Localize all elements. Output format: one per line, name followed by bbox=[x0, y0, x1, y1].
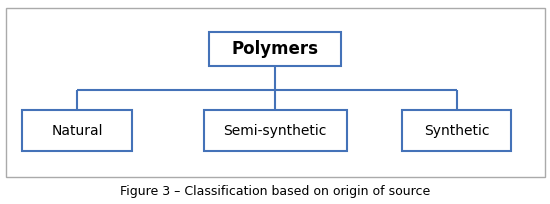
Text: Semi-synthetic: Semi-synthetic bbox=[223, 124, 327, 137]
Text: Synthetic: Synthetic bbox=[424, 124, 490, 137]
FancyBboxPatch shape bbox=[6, 8, 544, 177]
FancyBboxPatch shape bbox=[402, 110, 512, 151]
FancyBboxPatch shape bbox=[204, 110, 346, 151]
FancyBboxPatch shape bbox=[22, 110, 132, 151]
Text: Natural: Natural bbox=[51, 124, 103, 137]
Text: Polymers: Polymers bbox=[232, 40, 318, 58]
FancyBboxPatch shape bbox=[209, 32, 341, 66]
Text: Figure 3 – Classification based on origin of source: Figure 3 – Classification based on origi… bbox=[120, 185, 430, 198]
